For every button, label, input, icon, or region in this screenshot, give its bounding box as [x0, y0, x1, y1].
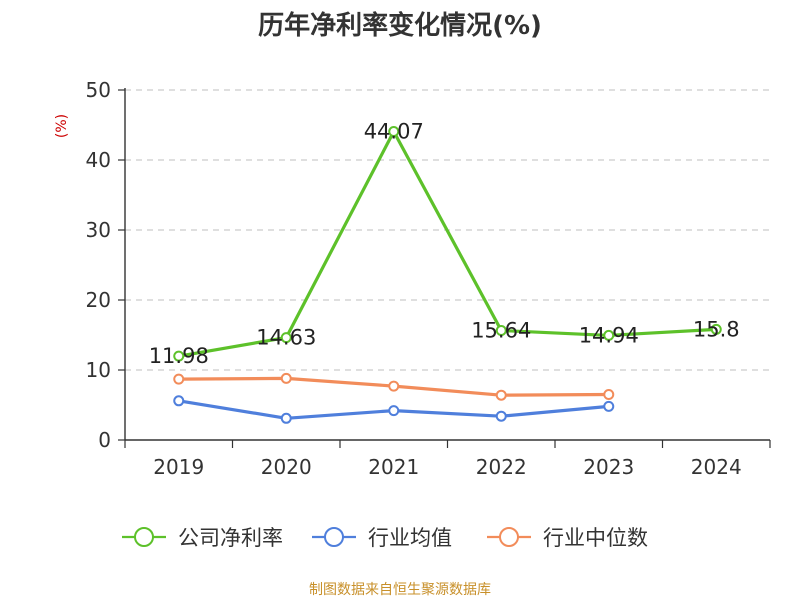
legend-marker [324, 527, 344, 547]
data-point [603, 389, 615, 400]
series-layer [173, 126, 722, 424]
y-tick-label: 50 [86, 78, 111, 102]
legend-marker [499, 527, 519, 547]
legend-label: 行业中位数 [543, 526, 648, 550]
data-point [173, 395, 185, 407]
data-point [388, 126, 400, 138]
data-point [280, 412, 292, 424]
data-label: 14.63 [256, 326, 316, 350]
x-tick-label: 2020 [261, 455, 312, 479]
source-note: 制图数据来自恒生聚源数据库 [309, 582, 491, 598]
y-tick-label: 0 [98, 428, 111, 452]
data-point [173, 350, 185, 362]
data-label: 44.07 [364, 120, 424, 144]
data-point [495, 325, 507, 337]
data-point [495, 410, 507, 422]
legend[interactable]: 公司净利率 行业均值 行业中位数 [122, 526, 648, 550]
y-tick-label: 20 [86, 288, 111, 312]
x-tick-label: 2019 [153, 455, 204, 479]
y-axis-unit: (%) [54, 114, 70, 138]
y-tick-label: 10 [86, 358, 111, 382]
data-point [495, 389, 507, 401]
data-point [173, 373, 185, 385]
data-point [603, 400, 615, 412]
legend-item[interactable]: 行业均值 [312, 526, 452, 550]
y-tick-label: 40 [86, 148, 111, 172]
data-point [603, 329, 615, 341]
x-tick-label: 2021 [368, 455, 419, 479]
data-point [280, 372, 292, 384]
legend-item[interactable]: 行业中位数 [487, 526, 648, 550]
x-tick-label: 2023 [583, 455, 634, 479]
data-label: 15.64 [471, 319, 531, 343]
series-1 [173, 126, 722, 362]
legend-label: 行业均值 [368, 526, 452, 550]
data-point [388, 405, 400, 417]
data-point [710, 323, 722, 335]
x-tick-label: 2024 [691, 455, 742, 479]
y-tick-label: 30 [86, 218, 111, 242]
data-label: 14.94 [579, 323, 639, 347]
data-labels: 11.98 14.63 44.07 15.64 14.94 15.8 [149, 120, 740, 369]
data-label: 15.8 [693, 317, 740, 341]
axes: 0 10 20 30 40 50 2019 2020 2021 2022 2023 2024 [86, 78, 771, 479]
series-2 [173, 395, 615, 424]
chart-title: 历年净利率变化情况(%) [258, 10, 542, 41]
data-point [280, 332, 292, 344]
series-3 [173, 372, 615, 401]
series-line [178, 129, 717, 358]
legend-item[interactable]: 公司净利率 [122, 526, 283, 550]
legend-marker [134, 527, 154, 547]
data-point [388, 380, 400, 392]
legend-label: 公司净利率 [178, 526, 283, 550]
data-label: 11.98 [149, 344, 209, 368]
x-tick-label: 2022 [476, 455, 527, 479]
